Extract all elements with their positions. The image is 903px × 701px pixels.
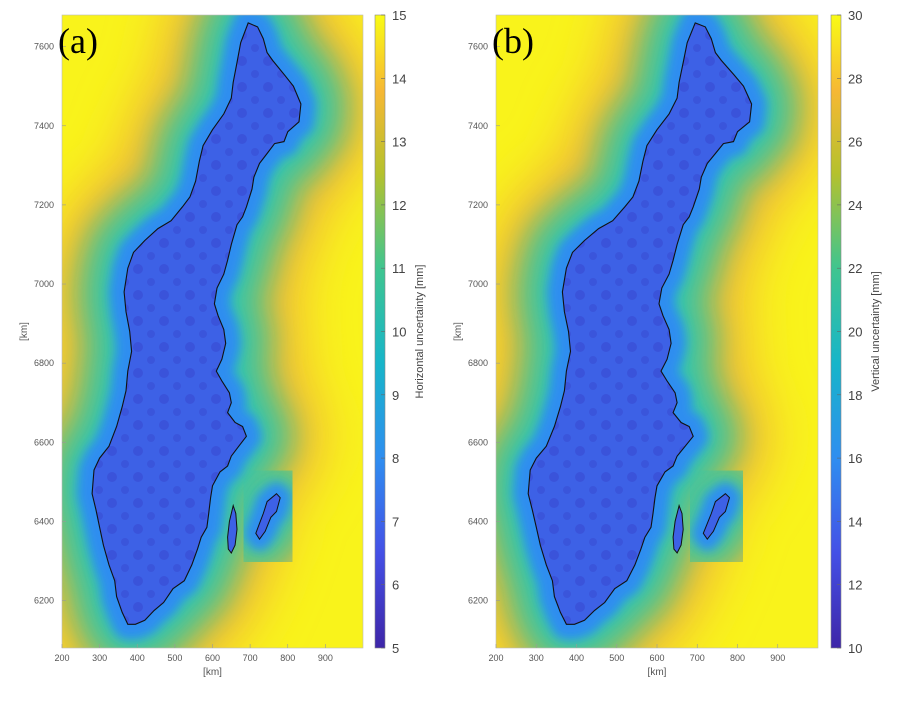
oland-outline <box>672 503 684 554</box>
colorbar-tick-label: 7 <box>392 514 399 529</box>
colorbar-tick-label: 8 <box>392 451 399 466</box>
x-tick-label: 900 <box>770 653 785 663</box>
x-tick-label: 800 <box>280 653 295 663</box>
y-tick-label: 7000 <box>468 279 488 289</box>
y-tick-label: 6400 <box>468 516 488 526</box>
y-tick-label: 7600 <box>468 42 488 52</box>
y-tick-label: 7400 <box>34 121 54 131</box>
colorbar-tick-label: 5 <box>392 641 399 656</box>
colorbar-tick-label: 15 <box>392 8 406 23</box>
colorbar-tick-label: 11 <box>392 261 406 276</box>
x-tick-label: 800 <box>730 653 745 663</box>
x-tick-label: 200 <box>54 653 69 663</box>
colorbar-tick-label: 12 <box>392 198 406 213</box>
colorbar-tick-label: 14 <box>848 514 862 529</box>
x-tick-label: 400 <box>130 653 145 663</box>
station-dots <box>92 22 301 625</box>
colorbar-tick-label: 9 <box>392 388 399 403</box>
gotland-outline <box>255 493 281 541</box>
y-tick-label: 7200 <box>34 200 54 210</box>
colorbar-tick-label: 16 <box>848 451 862 466</box>
x-tick-label: 300 <box>529 653 544 663</box>
x-tick-label: 500 <box>609 653 624 663</box>
colorbar-tick-label: 28 <box>848 71 862 86</box>
colorbar-tick-label: 30 <box>848 8 862 23</box>
colorbar-tick-label: 18 <box>848 388 862 403</box>
colorbar-tick-label: 10 <box>848 641 862 656</box>
colorbar-label: Vertical uncertainty [mm] <box>870 271 882 391</box>
panel-label: (b) <box>492 21 534 61</box>
y-tick-label: 6200 <box>34 596 54 606</box>
x-tick-label: 200 <box>488 653 503 663</box>
y-tick-label: 7200 <box>468 200 488 210</box>
x-tick-label: 600 <box>649 653 664 663</box>
y-tick-label: 6200 <box>468 596 488 606</box>
panel-b: 200 300 400 500 600 700 800 900 6200 6400 6600 6800… <box>453 8 882 678</box>
colorbar-tick-label: 10 <box>392 325 406 340</box>
colorbar-tick-label: 22 <box>848 261 862 276</box>
colorbar-label: Horizontal uncertainty [mm] <box>414 265 426 399</box>
x-tick-label: 600 <box>205 653 220 663</box>
y-tick-label: 7400 <box>468 121 488 131</box>
colorbar-tick-label: 13 <box>392 135 406 150</box>
y-tick-label: 6400 <box>34 516 54 526</box>
gotland-outline <box>702 493 731 541</box>
colorbar-tick-label: 14 <box>392 71 406 86</box>
sweden-outline <box>91 22 302 625</box>
y-axis-label: [km] <box>453 322 464 341</box>
x-axis-label: [km] <box>648 667 667 678</box>
y-tick-label: 6800 <box>468 358 488 368</box>
x-tick-label: 400 <box>569 653 584 663</box>
colorbar-tick-label: 26 <box>848 135 862 150</box>
colorbar-tick-label: 6 <box>392 578 399 593</box>
x-tick-label: 500 <box>167 653 182 663</box>
y-axis-label: [km] <box>19 322 30 341</box>
y-tick-label: 6600 <box>468 437 488 447</box>
colorbar-tick-label: 12 <box>848 578 862 593</box>
colorbar-tick-label: 24 <box>848 198 862 213</box>
x-tick-label: 700 <box>243 653 258 663</box>
colorbar-tick-label: 20 <box>848 325 862 340</box>
x-tick-label: 700 <box>690 653 705 663</box>
y-tick-label: 6600 <box>34 437 54 447</box>
sweden-outline <box>527 22 753 625</box>
panel-label: (a) <box>58 21 98 61</box>
uncertainty-field <box>62 15 363 648</box>
uncertainty-field <box>496 15 818 648</box>
y-tick-label: 7600 <box>34 42 54 52</box>
x-tick-label: 900 <box>318 653 333 663</box>
y-tick-label: 6800 <box>34 358 54 368</box>
station-dots <box>528 22 752 625</box>
oland-outline <box>227 503 238 554</box>
x-tick-label: 300 <box>92 653 107 663</box>
x-axis-label: [km] <box>203 667 222 678</box>
panel-a: 200 300 400 500 600 700 800 900 6200 6400 6600 6800… <box>19 8 426 678</box>
y-tick-label: 7000 <box>34 279 54 289</box>
